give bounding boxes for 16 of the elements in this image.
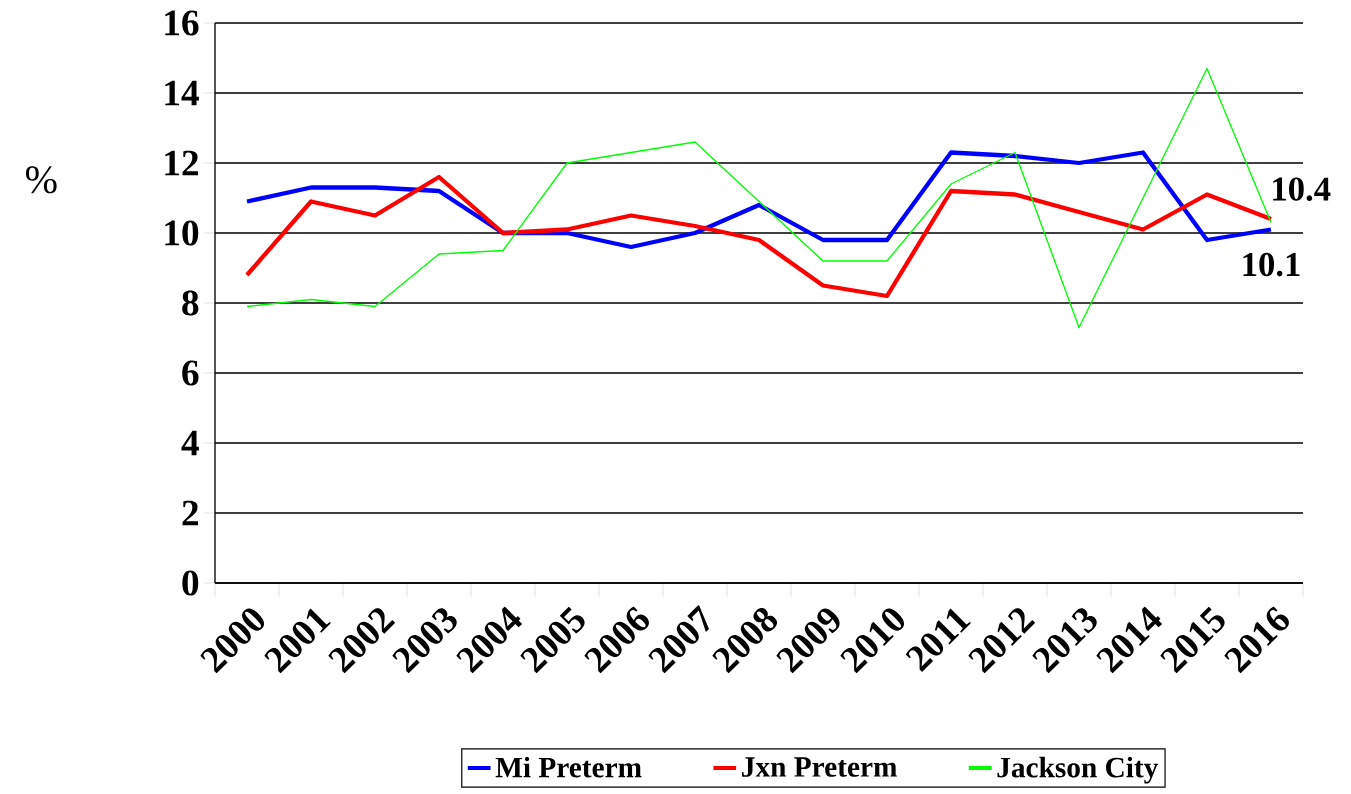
legend-label: Jackson City <box>997 756 1159 784</box>
y-tick-label: 6 <box>182 360 199 386</box>
y-tick-label: 0 <box>182 570 199 596</box>
y-axis-title: % <box>26 166 57 194</box>
legend-label: Mi Preterm <box>495 756 642 778</box>
y-tick-label: 8 <box>182 290 199 316</box>
data-label: 10.4 <box>1273 177 1331 201</box>
data-label: 10.1 <box>1243 252 1300 277</box>
y-tick-label: 4 <box>181 430 199 456</box>
legend-label: Jxn Preterm <box>742 757 897 777</box>
line-series <box>244 150 1274 250</box>
y-tick-label: 2 <box>182 500 199 526</box>
y-tick-label: 14 <box>165 80 199 106</box>
y-tick-label: 16 <box>165 10 199 36</box>
y-tick-label: 12 <box>165 150 199 176</box>
y-tick-label: 10 <box>165 220 199 246</box>
